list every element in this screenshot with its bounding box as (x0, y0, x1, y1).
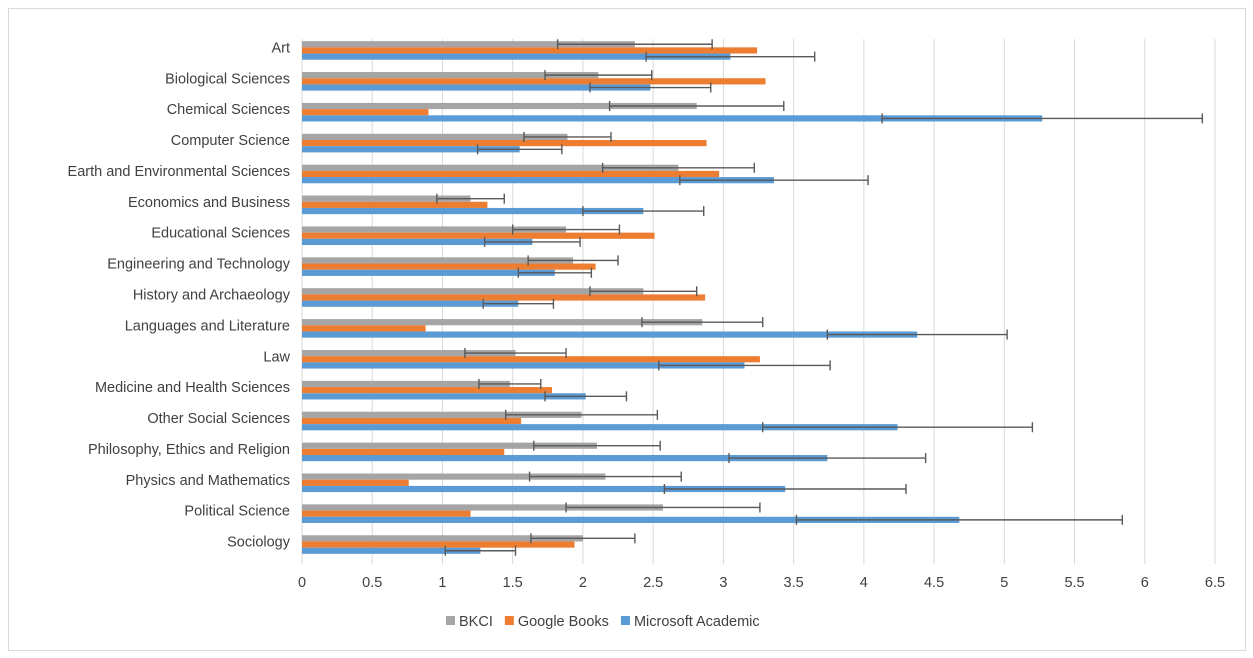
x-tick-label: 3.5 (784, 575, 804, 591)
bar-bkci (302, 41, 635, 48)
gridlines (301, 39, 1216, 564)
bar-google-books (302, 510, 471, 517)
bar-google-books (302, 47, 758, 54)
chart-svg: Art Biological Sciences Chemical Sciences C… (68, 39, 1225, 630)
category-label: Engineering and Technology (107, 257, 290, 273)
bar-bkci (302, 102, 697, 110)
bar-microsoft-academic (302, 516, 960, 523)
bar-google-books (302, 232, 655, 239)
bar-microsoft-academic (302, 331, 918, 338)
category-label: Other Social Sciences (147, 411, 290, 427)
bar-bkci (302, 195, 471, 202)
bar-google-books (302, 78, 766, 85)
x-tick-labels: 0 0.5 1 1.5 2 2.5 3 3.5 4 4.5 5 5.5 6 6.5 (298, 575, 1225, 591)
bar-google-books (302, 325, 426, 332)
bar-bkci (302, 226, 567, 233)
category-label: Biological Sciences (165, 71, 290, 87)
x-tick-label: 6.5 (1205, 575, 1225, 591)
bar-google-books (302, 263, 596, 270)
bar-microsoft-academic (302, 485, 786, 493)
bar-google-books (302, 479, 409, 486)
legend-swatch (620, 616, 630, 625)
legend-label: BKCI (459, 614, 493, 630)
category-label: Law (263, 349, 290, 365)
bar-microsoft-academic (302, 269, 555, 276)
x-tick-label: 2 (579, 575, 587, 591)
bar-microsoft-academic (302, 393, 586, 400)
x-tick-label: 5 (1000, 575, 1008, 591)
legend-swatch (446, 616, 455, 625)
category-label: Languages and Literature (125, 318, 290, 334)
bar-google-books (302, 201, 488, 208)
bar-microsoft-academic (302, 207, 644, 215)
bar-google-books (302, 109, 429, 116)
legend-swatch (504, 616, 514, 625)
bar-bkci (302, 442, 597, 449)
bar-bkci (302, 72, 599, 79)
legend-item: BKCI (446, 614, 493, 630)
bar-bkci (302, 164, 679, 171)
x-tick-label: 4.5 (924, 575, 944, 591)
x-tick-label: 6 (1141, 575, 1149, 591)
category-label: Philosophy, Ethics and Religion (88, 442, 290, 458)
bar-microsoft-academic (302, 146, 520, 153)
bar-google-books (302, 417, 522, 425)
bar-bkci (302, 319, 703, 326)
category-label: Art (271, 40, 290, 56)
bar-google-books (302, 356, 760, 363)
category-label: Educational Sciences (151, 226, 290, 242)
category-label: Sociology (227, 535, 291, 551)
legend: BKCI Google Books Microsoft Academic (446, 614, 760, 630)
legend-label: Google Books (518, 614, 609, 630)
x-tick-label: 0.5 (362, 575, 382, 591)
bar-microsoft-academic (302, 424, 898, 431)
bar-google-books (302, 448, 505, 456)
category-labels: Art Biological Sciences Chemical Sciences C… (68, 40, 291, 550)
bar-bkci (302, 257, 574, 264)
bar-microsoft-academic (302, 547, 481, 554)
bar-bkci (302, 473, 606, 480)
bar-microsoft-academic (302, 53, 731, 60)
bar-microsoft-academic (302, 177, 774, 184)
category-label: Chemical Sciences (167, 102, 290, 118)
x-tick-label: 1.5 (503, 575, 523, 591)
x-tick-label: 4 (860, 575, 868, 591)
bar-bkci (302, 380, 510, 388)
legend-label: Microsoft Academic (634, 614, 760, 630)
legend-item: Microsoft Academic (620, 614, 760, 630)
category-label: Political Science (184, 504, 290, 520)
bar-google-books (302, 294, 706, 301)
category-label: Computer Science (171, 133, 290, 149)
bar-bkci (302, 288, 644, 295)
bar-microsoft-academic (302, 300, 519, 307)
category-label: History and Archaeology (133, 288, 291, 304)
bar-google-books (302, 541, 575, 548)
bar-bkci (302, 133, 568, 140)
bar-google-books (302, 139, 707, 147)
bar-microsoft-academic (302, 84, 651, 91)
bar-bkci (302, 411, 582, 418)
x-tick-label: 2.5 (643, 575, 663, 591)
chart-area: Art Biological Sciences Chemical Sciences C… (8, 8, 1246, 651)
bar-microsoft-academic (302, 238, 533, 246)
bar-microsoft-academic (302, 115, 1043, 122)
category-label: Medicine and Health Sciences (95, 380, 290, 396)
bar-bkci (302, 535, 583, 542)
bar-bkci (302, 504, 663, 511)
category-label: Physics and Mathematics (126, 473, 290, 489)
bar-microsoft-academic (302, 362, 745, 369)
x-tick-label: 5.5 (1064, 575, 1084, 591)
bar-google-books (302, 387, 553, 394)
x-tick-label: 1 (438, 575, 446, 591)
bar-bkci (302, 349, 516, 357)
bars (302, 41, 1043, 554)
category-label: Economics and Business (128, 195, 290, 211)
bar-google-books (302, 170, 720, 178)
x-tick-label: 3 (719, 575, 727, 591)
x-tick-label: 0 (298, 575, 306, 591)
error-bars (436, 39, 1204, 556)
bar-microsoft-academic (302, 455, 828, 462)
legend-item: Google Books (504, 614, 609, 630)
category-label: Earth and Environmental Sciences (68, 164, 290, 180)
